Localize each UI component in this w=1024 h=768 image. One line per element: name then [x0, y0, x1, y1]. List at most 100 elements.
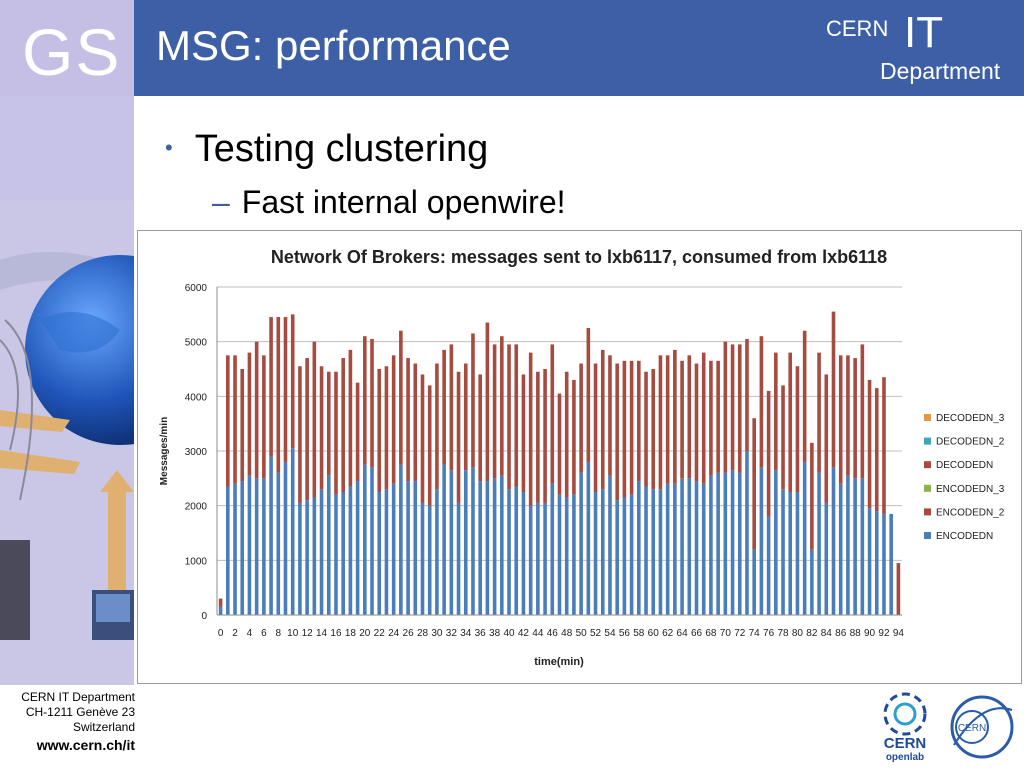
bar-segment-encodedn: [456, 502, 461, 615]
bar-segment-decodedn: [312, 341, 317, 498]
bar-segment-encodedn: [305, 500, 309, 615]
y-tick-label: 1000: [185, 556, 208, 567]
openlab-logo-openlab: openlab: [886, 752, 924, 763]
bar-segment-encodedn: [326, 475, 331, 615]
bar-segment-encodedn: [226, 486, 230, 615]
x-tick-label: 92: [878, 628, 890, 639]
bar-segment-encodedn: [528, 505, 533, 615]
bar-segment-encodedn: [781, 489, 785, 615]
bar-segment-encodedn: [853, 478, 857, 615]
bar-segment-encodedn: [882, 513, 886, 615]
x-tick-label: 50: [576, 628, 588, 639]
bar-segment-encodedn: [254, 478, 259, 615]
x-tick-label: 76: [763, 628, 775, 639]
bar-segment-decodedn: [572, 379, 576, 495]
bar-segment-decodedn: [622, 360, 627, 498]
bar-segment-encodedn: [399, 464, 403, 615]
x-tick-label: 36: [475, 628, 487, 639]
bar-segment-decodedn: [413, 363, 418, 482]
x-tick-label: 70: [720, 628, 732, 639]
bar-segment-decodedn: [766, 390, 771, 517]
bar-segment-encodedn: [536, 502, 540, 615]
bar-segment-decodedn: [536, 371, 540, 503]
bar-segment-encodedn: [427, 505, 432, 615]
x-tick-label: 78: [777, 628, 789, 639]
bar-segment-decodedn: [305, 358, 309, 501]
x-tick-label: 84: [821, 628, 833, 639]
x-tick-label: 74: [749, 628, 761, 639]
bar-segment-decodedn: [528, 352, 533, 506]
bar-segment-decodedn: [377, 369, 382, 492]
bar-segment-decodedn: [867, 379, 872, 509]
x-tick-label: 2: [232, 628, 238, 639]
bar-segment-decodedn: [752, 418, 756, 550]
header-bar: MSG: performance CERN IT Department: [134, 0, 1024, 96]
bar-segment-encodedn: [471, 467, 475, 615]
legend-swatch: [924, 532, 931, 539]
x-tick-label: 28: [417, 628, 429, 639]
x-tick-label: 14: [316, 628, 328, 639]
bar-segment-encodedn: [824, 502, 829, 615]
bar-segment-encodedn: [507, 489, 511, 615]
bar-segment-encodedn: [579, 472, 583, 615]
bar-segment-decodedn: [853, 358, 857, 479]
bar-segment-encodedn: [766, 516, 771, 615]
bar-segment-decodedn: [420, 374, 425, 503]
bar-segment-decodedn: [363, 336, 367, 465]
bar-segment-encodedn: [838, 483, 843, 615]
bar-segment-decodedn: [759, 336, 764, 468]
bar-segment-decodedn: [615, 363, 619, 501]
bar-segment-decodedn: [658, 355, 663, 490]
x-tick-label: 34: [460, 628, 472, 639]
bar-segment-encodedn: [680, 478, 684, 615]
cern-seal-text: CERN: [958, 723, 986, 734]
legend-swatch: [924, 508, 931, 516]
cern-seal-logo: CERN: [950, 695, 1014, 759]
x-tick-label: 72: [734, 628, 746, 639]
bar-segment-encodedn: [435, 489, 439, 615]
slide-title: MSG: performance: [156, 22, 511, 69]
stacked-bar-chart: Network Of Brokers: messages sent to lxb…: [159, 247, 1005, 668]
bar-segment-decodedn: [290, 314, 295, 449]
x-tick-label: 80: [792, 628, 804, 639]
bar-segment-decodedn: [298, 366, 302, 503]
bar-segment-decodedn: [463, 363, 468, 471]
bar-segment-encodedn: [600, 489, 605, 615]
bar-segment-decodedn: [276, 317, 281, 473]
bar-segment-encodedn: [420, 502, 425, 615]
y-tick-label: 0: [201, 611, 207, 622]
bar-segment-decodedn: [600, 349, 605, 490]
bar-segment-decodedn: [874, 388, 879, 512]
bar-segment-decodedn: [795, 366, 800, 492]
y-tick-label: 3000: [185, 447, 208, 458]
bar-segment-encodedn: [629, 494, 634, 615]
bar-segment-encodedn: [759, 467, 764, 615]
bar-segment-decodedn: [521, 374, 526, 492]
bar-segment-decodedn: [500, 336, 504, 476]
chart-title: Network Of Brokers: messages sent to lxb…: [271, 247, 887, 267]
x-tick-label: 38: [489, 628, 501, 639]
footer-address: CERN IT Department CH-1211 Genève 23 Swi…: [4, 690, 135, 753]
bar-segment-decodedn: [745, 338, 749, 451]
bar-segment-decodedn: [240, 369, 245, 482]
bar-segment-decodedn: [730, 344, 735, 471]
bar-segment-encodedn: [406, 481, 410, 615]
bar-segment-decodedn: [831, 311, 836, 468]
bar-segment-decodedn: [694, 363, 699, 482]
footer-line: Switzerland: [72, 720, 135, 734]
x-tick-label: 4: [247, 628, 253, 639]
bar-segment-encodedn: [276, 472, 281, 615]
x-tick-label: 90: [864, 628, 876, 639]
x-tick-label: 26: [403, 628, 415, 639]
bar-segment-decodedn: [226, 355, 230, 487]
bar-segment-decodedn: [269, 317, 273, 457]
bullet-dot-icon: •: [165, 135, 173, 160]
bar-segment-encodedn: [730, 470, 735, 615]
legend-label: ENCODEDN_2: [936, 507, 1005, 518]
bar-segment-encodedn: [860, 478, 865, 615]
bar-segment-decodedn: [788, 352, 793, 492]
bar-segment-decodedn: [781, 385, 785, 490]
bullet-text: Testing clustering: [194, 128, 489, 170]
bar-segment-decodedn: [427, 385, 432, 506]
